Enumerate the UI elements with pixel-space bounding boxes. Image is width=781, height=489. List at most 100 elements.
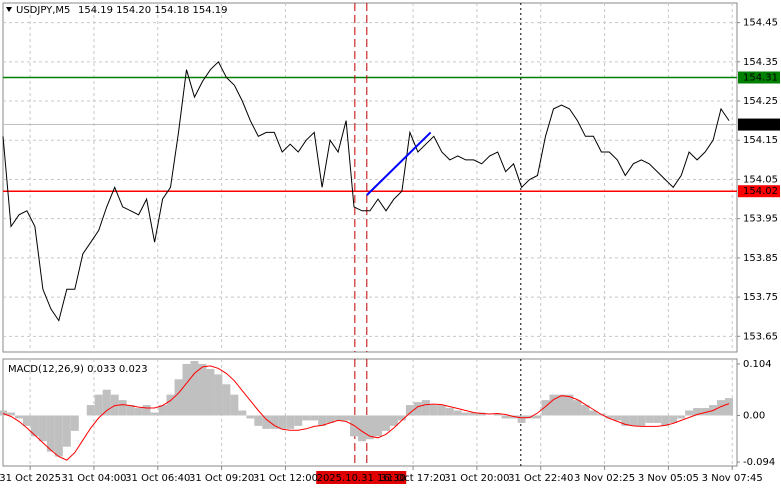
macd-bar [581,405,590,416]
macd-bar [246,415,255,419]
macd-bar [94,394,103,416]
macd-bar [685,410,694,416]
x-tick-label: 31 Oct 06:40 [125,473,190,484]
macd-bar [405,405,414,416]
macd-bar [270,415,279,429]
macd-bar [589,410,598,416]
macd-bar [54,415,63,457]
signal-line [2,365,730,461]
macd-bar [693,408,702,416]
macd-bar [701,408,710,416]
price-tag [738,118,780,131]
macd-bar [14,415,23,419]
macd-bar [637,415,646,426]
macd-bar [102,389,111,416]
y-tick-label: 153.75 [743,292,778,303]
macd-bar [310,415,319,421]
macd-bar [62,415,71,447]
y-tick-label: 154.25 [743,96,778,107]
macd-bar [86,405,95,416]
y-tick-label: 154.05 [743,174,778,185]
price-tag [738,185,780,198]
macd-bar [166,394,175,416]
macd-bar [381,415,390,431]
macd-bar [429,405,438,416]
macd-bar [302,415,311,421]
macd-bar [142,405,151,416]
macd-bar [413,402,422,416]
price-line [2,60,730,322]
macd-bar [238,410,247,416]
x-tick-label: 31 Oct 04:00 [61,473,126,484]
macd-bar [629,415,638,426]
y-tick-label: 154.45 [743,18,778,29]
menu-icon[interactable] [6,7,12,12]
macd-bar [445,408,454,416]
macd-bar [278,415,287,429]
macd-bar [557,394,566,416]
macd-bar [373,415,382,437]
y-tick-label: 154.15 [743,135,778,146]
macd-bar [286,415,295,429]
trend-line [366,131,432,196]
macd-bar [0,410,7,416]
macd-bar [158,405,167,416]
macd-bar [661,415,670,426]
price-tag [738,71,780,84]
macd-bar [30,415,39,437]
macd-bar [549,394,558,416]
macd-bar [182,363,191,416]
x-tick-label: 31 Oct 09:20 [189,473,254,484]
macd-bar [501,415,510,419]
macd-bar [254,415,263,426]
macd-bar [725,398,734,416]
macd-bar [22,415,31,426]
macd-bar [190,360,199,416]
x-tick-label: 31 Oct 2025 [0,473,61,484]
macd-bar [493,413,502,416]
macd-bar [653,415,662,423]
macd-bar [70,415,79,431]
macd-bar [222,384,231,416]
macd-bar [541,400,550,416]
macd-bar [46,415,55,452]
macd-bar [605,415,614,419]
macd-bar [118,400,127,416]
macd-bar [397,415,406,421]
macd-bar [613,415,622,421]
y-tick-label: -0.094 [743,457,775,468]
y-tick-label: 0.00 [743,410,765,421]
chart-subtitle: 154.19 154.20 154.18 154.19 [78,5,228,16]
macd-bar [318,415,327,426]
x-tick-label: 31 Oct 12:00 [253,473,318,484]
macd-bar [198,363,207,416]
x-tick-label: 31 Oct 17:20 [380,473,445,484]
indicator-title: MACD(12,26,9) 0.033 0.023 [8,364,148,375]
chart-title: USDJPY,M5 [16,5,70,16]
macd-bar [366,415,374,440]
macd-bar [358,415,367,442]
macd-bar [421,400,430,416]
macd-bar [6,412,15,416]
x-tick-label: 3 Nov 02:25 [574,473,635,484]
macd-bar [150,412,159,416]
macd-bar [461,412,470,416]
macd-bar [262,415,271,429]
macd-bar [389,415,398,426]
macd-bar [573,400,582,416]
macd-bar [126,405,135,416]
macd-bar [717,400,726,416]
macd-bar [334,415,343,421]
cursor-tag [316,471,407,484]
macd-bar [469,412,478,416]
y-tick-label: 0.104 [743,359,772,370]
macd-bar [326,415,335,423]
x-tick-label: 31 Oct 20:00 [444,473,509,484]
macd-bar [174,379,183,416]
macd-bar [437,405,446,416]
price-panel [2,2,738,353]
y-tick-label: 153.65 [743,331,778,342]
macd-bar [134,408,143,416]
x-tick-label: 3 Nov 07:45 [702,473,763,484]
